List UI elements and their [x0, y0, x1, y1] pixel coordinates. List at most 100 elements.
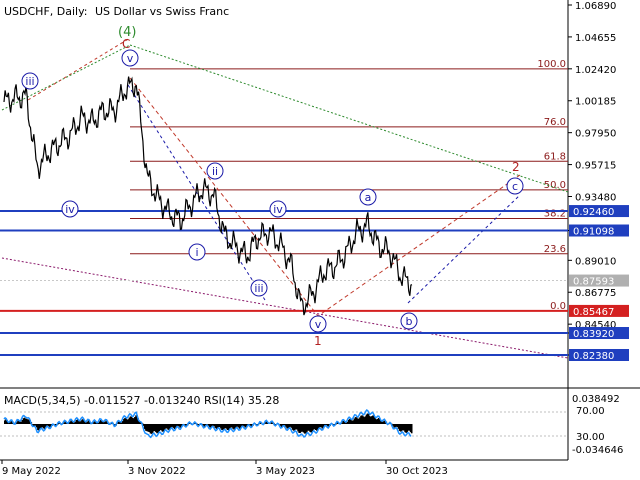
wave-label-circle — [206, 162, 224, 180]
macd-bar — [270, 422, 273, 424]
price-tag-label: 0.83920 — [573, 329, 614, 340]
macd-bar — [283, 424, 285, 426]
macd-bar — [162, 424, 165, 432]
macd-bar — [375, 419, 378, 424]
wave-label-text: i — [195, 246, 198, 259]
macd-bar — [158, 424, 160, 432]
time-label: 30 Oct 2023 — [386, 466, 448, 477]
macd-bar — [317, 424, 319, 430]
macd-bar — [135, 415, 137, 424]
macd-bar — [137, 418, 139, 424]
macd-bar — [68, 423, 70, 424]
wave-label-text: iv — [273, 203, 283, 216]
wave-label-circle — [309, 315, 327, 333]
price-tick-label: 0.95715 — [575, 161, 616, 172]
macd-bar — [167, 424, 169, 430]
macd-bar — [133, 418, 135, 424]
price-axis-tags: 0.92460 0.91098 0.87593 0.85467 0.83920 0.823… — [569, 205, 629, 362]
macd-bar — [337, 422, 339, 424]
macd-bar — [238, 424, 241, 429]
macd-bar — [335, 423, 338, 424]
macd-bar — [9, 422, 12, 424]
macd-bar — [296, 424, 298, 430]
macd-bar — [299, 424, 302, 433]
fib-level-label: 76.0 — [544, 117, 566, 128]
macd-bar — [79, 421, 81, 424]
macd-bar — [382, 421, 384, 424]
macd-bar — [76, 419, 79, 424]
price-tag-box — [569, 349, 629, 361]
red-wave-line-iii-c — [27, 37, 131, 101]
macd-bar — [75, 420, 78, 424]
macd-bar — [366, 413, 369, 424]
macd-bar — [27, 419, 29, 424]
macd-bar — [399, 424, 402, 432]
green-trend-right — [129, 44, 569, 193]
macd-bar — [393, 424, 395, 428]
macd-bar — [127, 419, 130, 424]
macd-bar — [251, 424, 253, 427]
macd-bar — [303, 424, 306, 434]
macd-bar — [105, 420, 107, 424]
macd-bar — [234, 424, 237, 429]
wave-label-text: v — [127, 52, 134, 65]
macd-bar — [70, 420, 72, 424]
price-tag-label: 0.91098 — [573, 227, 614, 238]
macd-bar — [165, 424, 167, 429]
price-tag-box — [569, 327, 629, 340]
macd-bar — [240, 424, 242, 429]
macd-bar — [183, 424, 186, 425]
macd-bar — [177, 424, 179, 426]
macd-bar — [28, 419, 30, 424]
macd-bar — [34, 424, 37, 426]
price-tick-label: 1.02420 — [575, 65, 616, 76]
macd-bar — [298, 424, 300, 433]
macd-bar — [44, 424, 47, 429]
price-tick-label: 0.84540 — [575, 320, 616, 331]
macd-bar — [376, 419, 379, 424]
macd-bar — [101, 420, 103, 424]
macd-bar — [244, 424, 246, 428]
macd-bar — [220, 424, 222, 429]
macd-bar — [381, 421, 383, 424]
fib-level-label: 38.2 — [544, 208, 566, 219]
macd-bar — [77, 420, 80, 424]
macd-bar — [119, 422, 122, 424]
macd-bar — [96, 423, 99, 424]
fib-level-label: 61.8 — [544, 151, 566, 162]
fib-level-label: 0.0 — [550, 301, 566, 312]
macd-bar — [74, 421, 77, 424]
macd-bar — [396, 424, 399, 427]
macd-bar — [174, 424, 177, 429]
macd-bar — [365, 414, 368, 424]
macd-bar — [327, 424, 329, 427]
macd-bar — [20, 421, 23, 424]
macd-bar — [154, 424, 156, 431]
wave-label-circle — [506, 177, 524, 195]
macd-bar — [380, 419, 382, 424]
macd-bar — [280, 424, 283, 427]
macd-bar — [10, 421, 13, 424]
macd-bar — [215, 424, 218, 429]
wave-2-label: 2 — [512, 160, 520, 174]
macd-bar — [219, 424, 221, 427]
macd-bar — [383, 420, 385, 424]
macd-bar — [188, 423, 190, 424]
macd-bar — [58, 422, 60, 424]
macd-bar — [344, 421, 347, 424]
macd-bar — [42, 424, 45, 429]
macd-bar — [346, 421, 349, 424]
macd-bar — [226, 424, 229, 430]
macd-bar — [25, 418, 27, 424]
macd-bar — [170, 424, 173, 428]
price-tick-label: 1.00185 — [575, 97, 616, 108]
macd-bar — [233, 424, 235, 430]
wave-label-circle — [400, 312, 418, 330]
macd-bar — [243, 424, 245, 427]
macd-bar — [354, 417, 357, 424]
macd-bar — [227, 424, 230, 431]
macd-bar — [326, 424, 328, 426]
macd-bar — [341, 422, 343, 424]
macd-bar — [111, 423, 113, 424]
